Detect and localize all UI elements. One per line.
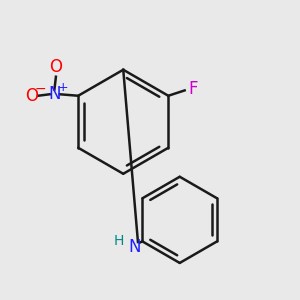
Text: O: O (25, 87, 38, 105)
Text: −: − (34, 82, 46, 96)
Text: N: N (129, 238, 141, 256)
Text: N: N (48, 85, 61, 103)
Text: H: H (113, 234, 124, 248)
Text: F: F (188, 80, 198, 98)
Text: +: + (57, 81, 68, 94)
Text: O: O (50, 58, 62, 76)
